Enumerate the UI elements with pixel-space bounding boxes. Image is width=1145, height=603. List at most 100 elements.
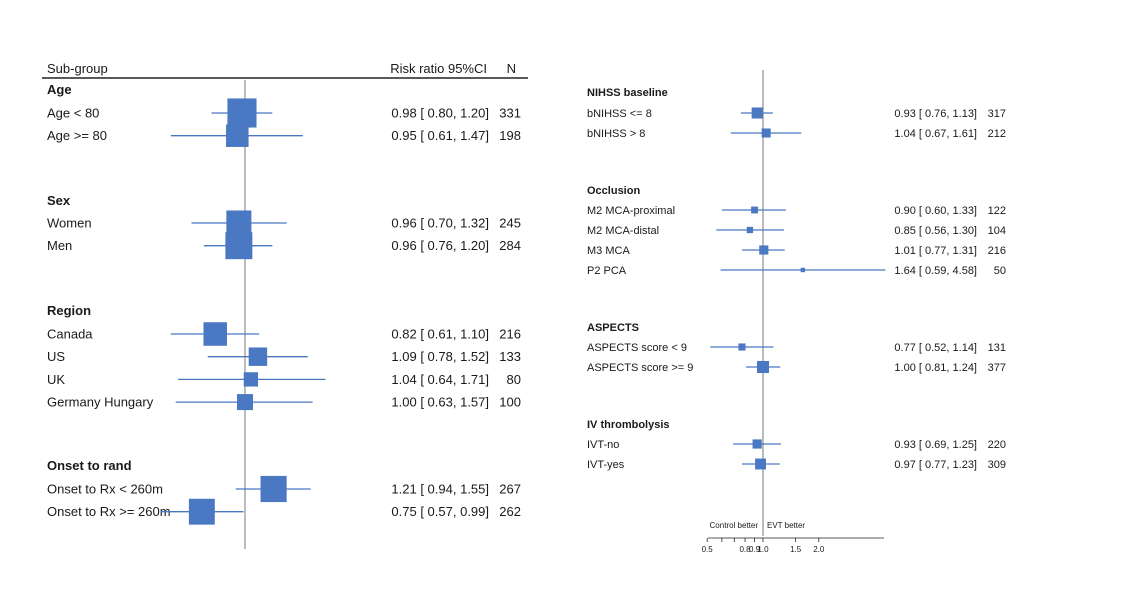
estimate-marker-bnihss-8 [751,107,763,119]
ci-header: Risk ratio 95%CI [390,61,487,76]
ci-text-m3-mca: 1.01 [ 0.77, 1.31] [894,245,977,257]
estimate-marker-ivt-yes [755,458,766,470]
ci-text-m2-mca-proximal: 0.90 [ 0.60, 1.33] [894,205,977,217]
n-value-age-80: 331 [499,106,521,121]
row-label-us: US [47,349,65,364]
n-value-age-80: 198 [499,128,521,143]
ci-text-onset-to-rx-260m: 1.21 [ 0.94, 1.55] [391,482,489,497]
ci-text-uk: 1.04 [ 0.64, 1.71] [391,372,489,387]
estimate-marker-ivt-no [752,439,762,449]
row-label-ivt-no: IVT-no [587,439,619,451]
group-title-iv-thrombolysis: IV thrombolysis [587,419,670,431]
right-forest-panel: Control better EVT better 0.5 0.80.91.0 1.… [587,70,1006,554]
control-better-note: Control better [710,521,759,530]
row-label-m3-mca: M3 MCA [587,245,630,257]
row-label-onset-to-rx-260m: Onset to Rx >= 260m [47,504,171,519]
ci-text-age-80: 0.98 [ 0.80, 1.20] [391,106,489,121]
estimate-marker-bnihss-8 [761,128,771,138]
row-label-m2-mca-distal: M2 MCA-distal [587,225,659,237]
x-tick-label-0-9: 0.9 [749,545,761,554]
n-value-us: 133 [499,349,521,364]
n-value-m3-mca: 216 [988,245,1006,257]
ci-text-age-80: 0.95 [ 0.61, 1.47] [391,128,489,143]
n-value-m2-mca-proximal: 122 [988,205,1006,217]
n-value-uk: 80 [507,372,521,387]
subgroup-header: Sub-group [47,61,108,76]
n-value-men: 284 [499,238,521,253]
estimate-marker-age-80 [227,98,257,128]
x-tick-label-0-8: 0.8 [739,545,751,554]
ci-text-m2-mca-distal: 0.85 [ 0.56, 1.30] [894,225,977,237]
row-label-ivt-yes: IVT-yes [587,459,625,471]
estimate-marker-age-80 [226,124,249,147]
estimate-marker-canada [203,322,227,346]
n-value-bnihss-8: 212 [988,128,1006,140]
estimate-marker-m2-mca-distal [746,226,754,234]
left-forest-panel: Sub-group Risk ratio 95%CI N Age Age < 80… [42,61,528,549]
x-tick-label-1: 1.0 [757,545,769,554]
ci-text-bnihss-8: 0.93 [ 0.76, 1.13] [894,108,977,120]
estimate-marker-germany-hungary [237,394,253,411]
row-label-p2-pca: P2 PCA [587,265,627,277]
x-tick-label-1-5: 1.5 [790,545,802,554]
row-label-bnihss-8: bNIHSS <= 8 [587,108,652,120]
estimate-marker-aspects-score-9 [756,360,770,374]
group-title-region: Region [47,303,91,318]
ci-text-bnihss-8: 1.04 [ 0.67, 1.61] [894,128,977,140]
x-tick-label-0-5: 0.5 [702,545,714,554]
n-header: N [507,61,516,76]
group-title-age: Age [47,82,72,97]
estimate-marker-onset-to-rx-260m [188,498,215,525]
group-title-occlusion: Occlusion [587,185,640,197]
estimate-marker-m2-mca-proximal [751,206,758,214]
estimate-marker-onset-to-rx-260m [260,475,287,503]
n-value-aspects-score-9: 131 [988,342,1006,354]
ci-text-men: 0.96 [ 0.76, 1.20] [391,238,489,253]
evt-better-note: EVT better [767,521,805,530]
row-label-age-80: Age >= 80 [47,128,107,143]
n-value-onset-to-rx-260m: 267 [499,482,521,497]
row-label-women: Women [47,216,92,231]
row-label-aspects-score-9: ASPECTS score >= 9 [587,362,693,374]
ci-text-women: 0.96 [ 0.70, 1.32] [391,216,489,231]
n-value-canada: 216 [499,327,521,342]
estimate-marker-men [225,232,253,260]
ci-text-ivt-yes: 0.97 [ 0.77, 1.23] [894,459,977,471]
estimate-marker-women [226,210,252,236]
ci-text-aspects-score-9: 0.77 [ 0.52, 1.14] [894,342,977,354]
ci-text-ivt-no: 0.93 [ 0.69, 1.25] [894,439,977,451]
n-value-aspects-score-9: 377 [988,362,1006,374]
row-label-men: Men [47,238,72,253]
n-value-bnihss-8: 317 [988,108,1006,120]
group-title-onset-to-rand: Onset to rand [47,458,132,473]
ci-text-germany-hungary: 1.00 [ 0.63, 1.57] [391,395,489,410]
n-value-ivt-no: 220 [988,439,1006,451]
row-label-uk: UK [47,372,65,387]
row-label-canada: Canada [47,327,93,342]
ci-text-aspects-score-9: 1.00 [ 0.81, 1.24] [894,362,977,374]
estimate-marker-p2-pca [800,267,806,273]
x-tick-label-2: 2.0 [813,545,825,554]
estimate-marker-uk [243,372,259,387]
ci-text-us: 1.09 [ 0.78, 1.52] [391,349,489,364]
estimate-marker-aspects-score-9 [738,343,746,351]
n-value-women: 245 [499,216,521,231]
row-label-bnihss-8: bNIHSS > 8 [587,128,645,140]
estimate-marker-m3-mca [759,245,769,255]
n-value-ivt-yes: 309 [988,459,1006,471]
n-value-m2-mca-distal: 104 [988,225,1006,237]
row-label-aspects-score-9: ASPECTS score < 9 [587,342,687,354]
row-label-germany-hungary: Germany Hungary [47,395,154,410]
row-label-onset-to-rx-260m: Onset to Rx < 260m [47,482,163,497]
ci-text-onset-to-rx-260m: 0.75 [ 0.57, 0.99] [391,504,489,519]
group-title-aspects: ASPECTS [587,322,639,334]
n-value-onset-to-rx-260m: 262 [499,504,521,519]
x-axis-ticks: 0.5 0.80.91.0 1.5 2.0 [702,538,825,554]
n-value-p2-pca: 50 [994,265,1006,277]
group-title-nihss-baseline: NIHSS baseline [587,87,668,99]
ci-text-canada: 0.82 [ 0.61, 1.10] [391,327,489,342]
n-value-germany-hungary: 100 [499,395,521,410]
row-label-m2-mca-proximal: M2 MCA-proximal [587,205,675,217]
estimate-marker-us [248,347,268,366]
